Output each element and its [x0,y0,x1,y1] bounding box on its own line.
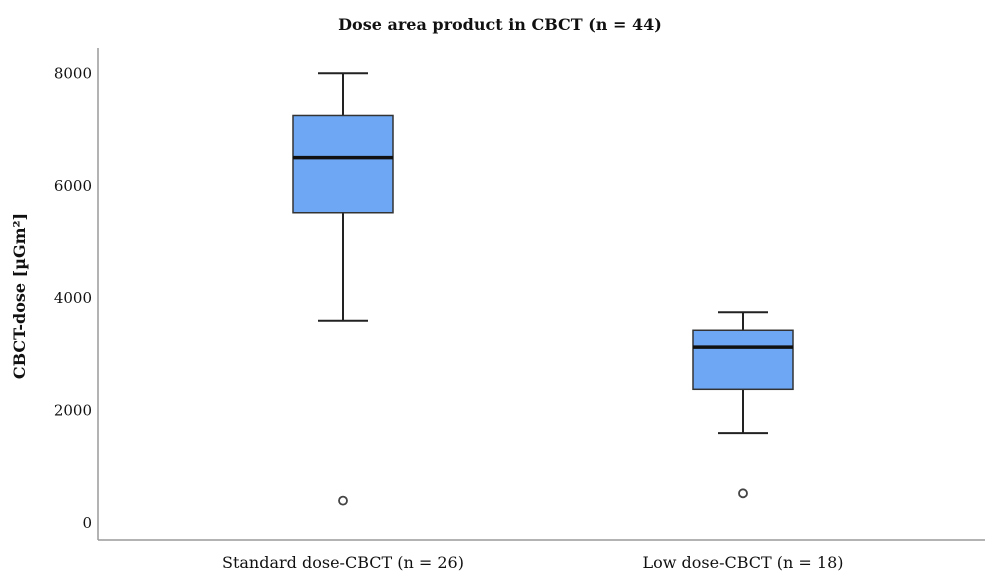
y-tick-label: 2000 [54,402,92,420]
boxes [292,72,794,506]
x-tick-label: Low dose-CBCT (n = 18) [642,553,843,572]
y-ticks: 0 2000 4000 6000 8000 [54,64,92,532]
y-tick-label: 4000 [54,289,92,307]
box-group [292,72,394,506]
outlier-point [338,495,348,506]
iqr-box [692,329,794,391]
y-tick-label: 6000 [54,177,92,195]
y-tick-label: 8000 [54,64,92,82]
y-axis-label: CBCT-dose [µGm²] [10,213,29,379]
chart-title: Dose area product in CBCT (n = 44) [338,15,662,34]
x-tick-label: Standard dose-CBCT (n = 26) [222,553,464,572]
outlier-point [738,488,748,499]
y-tick-label: 0 [82,514,92,532]
iqr-box [292,114,394,214]
axes [97,48,985,541]
box-group [692,311,794,499]
x-tick-labels: Standard dose-CBCT (n = 26) Low dose-CBCT… [222,553,844,572]
